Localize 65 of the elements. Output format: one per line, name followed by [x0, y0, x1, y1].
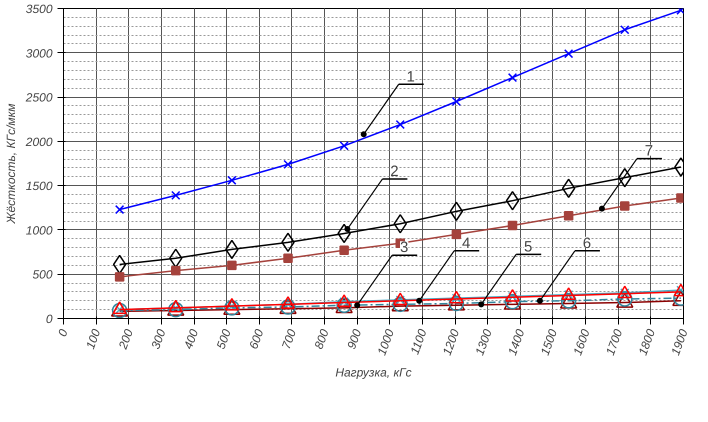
point [620, 201, 630, 211]
x-tick-label: 1000 [374, 326, 397, 358]
point [450, 202, 464, 222]
annotation: 4 [462, 234, 470, 252]
x-tick-label: 200 [115, 326, 136, 352]
y-tick-label: 1000 [26, 223, 53, 238]
y-tick-label: 3000 [26, 46, 53, 60]
point [281, 232, 295, 252]
point [337, 224, 351, 244]
point [618, 168, 632, 188]
x-tick-label: 1500 [538, 326, 560, 358]
annotation: 3 [400, 239, 408, 256]
y-tick-label: 0 [46, 312, 53, 326]
point [452, 230, 462, 240]
x-axis-title: Нагрузка, кГс [335, 366, 412, 380]
x-tick-label: 500 [214, 326, 234, 351]
point [171, 266, 181, 276]
x-tick-label: 1800 [636, 326, 658, 358]
y-tick-label: 2500 [24, 90, 53, 105]
y-axis-title: Жёсткость, КГс/мкм [4, 103, 18, 225]
y-tick-label: 500 [32, 268, 53, 282]
x-tick-label: 1300 [472, 326, 495, 358]
x-tick-label: 900 [344, 326, 364, 351]
annotation: 5 [524, 238, 532, 256]
point [562, 178, 576, 198]
point [114, 272, 124, 282]
point [339, 246, 349, 256]
point [564, 49, 574, 58]
point [396, 120, 405, 130]
point [452, 96, 462, 106]
x-tick-label: 100 [83, 326, 104, 351]
point [339, 141, 349, 150]
annotation: 1 [406, 68, 415, 86]
point [394, 214, 408, 234]
point [508, 220, 518, 230]
x-tick-label: 700 [278, 326, 300, 351]
point [227, 260, 237, 270]
x-tick-label: 1200 [440, 326, 462, 358]
point [283, 160, 293, 170]
point [171, 190, 180, 200]
annotation: 2 [390, 163, 399, 180]
point [283, 254, 293, 264]
x-tick-label: 1100 [408, 326, 430, 356]
point [227, 176, 237, 185]
x-tick-label: 600 [246, 326, 266, 351]
y-tick-label: 1500 [26, 179, 53, 194]
x-tick-label: 1600 [570, 326, 593, 358]
x-tick-label: 0 [55, 326, 71, 338]
point [114, 204, 124, 214]
point [112, 254, 126, 274]
y-tick-label: 3500 [26, 2, 53, 16]
x-tick-label: 1900 [668, 326, 691, 358]
annotation: 6 [582, 234, 592, 252]
point [506, 190, 520, 210]
point [620, 25, 630, 34]
x-tick-label: 1400 [505, 326, 528, 358]
point [508, 72, 518, 82]
point [225, 240, 239, 260]
y-tick-label: 2000 [24, 134, 53, 149]
x-tick-label: 800 [312, 326, 332, 351]
x-tick-label: 300 [148, 326, 169, 351]
x-tick-label: 1700 [603, 326, 626, 358]
point [564, 211, 574, 221]
x-tick-label: 400 [181, 326, 202, 351]
annotation: 7 [644, 142, 654, 160]
